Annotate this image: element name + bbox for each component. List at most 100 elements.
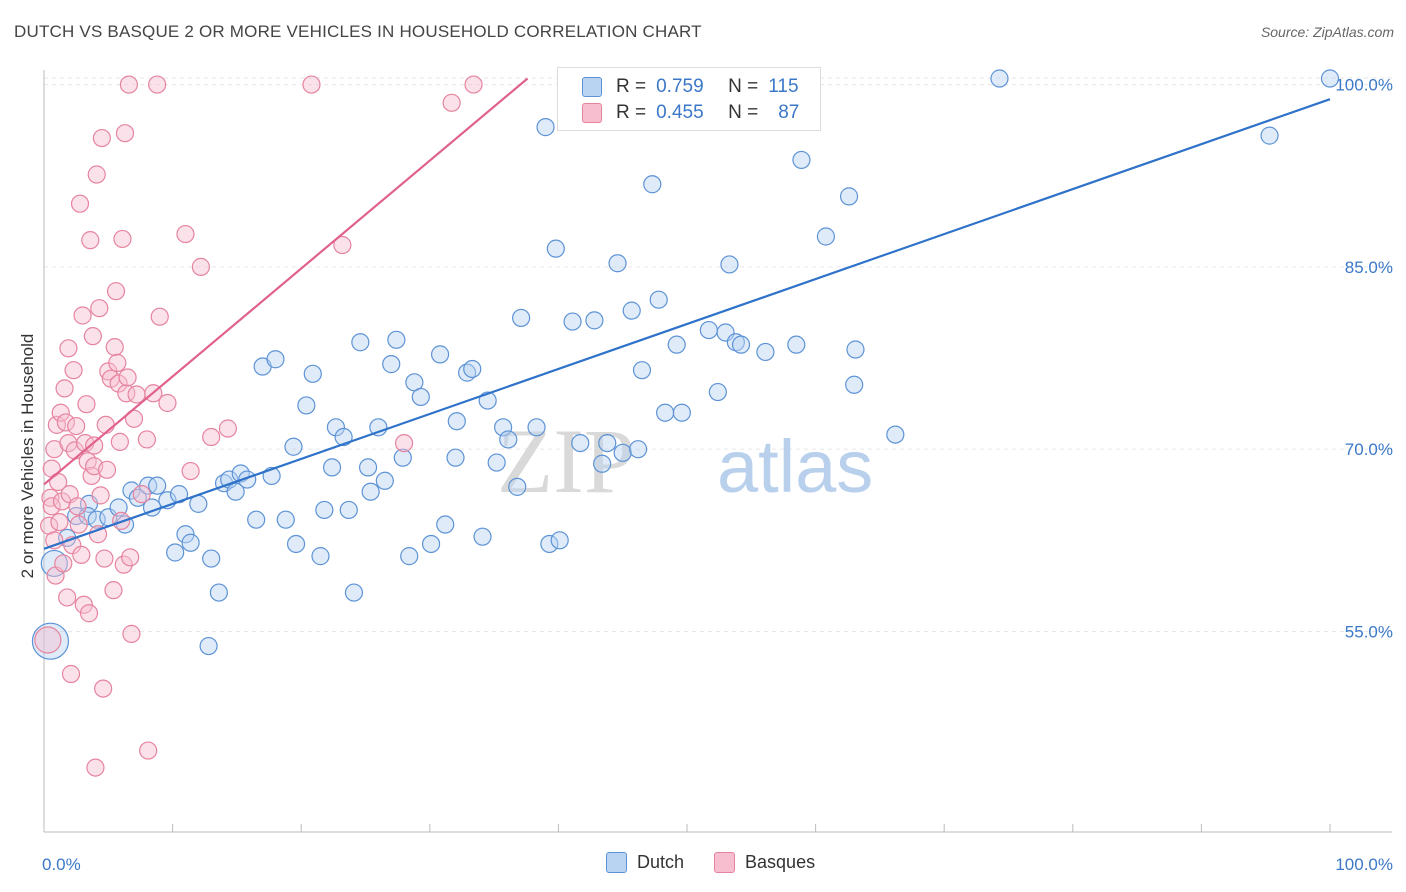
dutch-point <box>209 583 228 602</box>
basques-point <box>95 549 114 568</box>
dutch-point <box>787 335 806 354</box>
dutch-point <box>463 359 482 379</box>
axes <box>43 70 1392 833</box>
basques-point <box>61 664 81 684</box>
basques-point <box>88 525 108 544</box>
dutch-point <box>598 434 617 453</box>
dutch-point <box>334 427 353 447</box>
legend-item-dutch[interactable]: Dutch <box>606 852 684 873</box>
basques-trend-line <box>43 77 529 486</box>
basques-point <box>158 393 177 413</box>
basques-point <box>118 368 137 387</box>
trend-lines <box>43 77 1331 550</box>
dutch-point <box>571 434 590 453</box>
basques-point <box>77 395 96 414</box>
basques-point <box>96 415 115 434</box>
dutch-point <box>247 510 266 529</box>
basques-point <box>50 512 69 532</box>
series-legend: Dutch Basques <box>606 852 845 873</box>
y-tick-labels: 55.0% 70.0% 85.0% 100.0% <box>1335 76 1393 642</box>
dutch-point <box>508 477 527 496</box>
dutch-point <box>393 448 412 467</box>
dutch-point <box>839 187 859 206</box>
basques-point <box>56 413 75 432</box>
basques-point <box>73 306 92 325</box>
dutch-point <box>473 527 492 546</box>
dutch-point <box>756 342 775 362</box>
watermark-zip: ZIP <box>497 410 635 512</box>
basques-n-label: N = <box>728 102 759 123</box>
dutch-point <box>344 583 364 602</box>
basques-point <box>150 307 169 326</box>
y-tick-label: 100.0% <box>1335 76 1393 95</box>
legend-item-basques[interactable]: Basques <box>714 852 815 873</box>
dutch-point <box>816 227 835 246</box>
basques-point <box>54 554 73 573</box>
dutch-swatch <box>582 77 602 97</box>
basques-point <box>119 75 138 94</box>
dutch-point <box>720 255 739 274</box>
dutch-point <box>199 636 218 656</box>
basques-point <box>139 741 158 760</box>
dutch-point <box>202 549 221 568</box>
dutch-point <box>361 482 380 501</box>
dutch-point <box>31 622 70 660</box>
dutch-point <box>447 412 466 431</box>
basques-point <box>94 679 113 698</box>
dutch-point <box>226 482 245 501</box>
basques-point <box>74 595 93 614</box>
dutch-point <box>886 425 905 444</box>
dutch-point <box>122 481 141 500</box>
basques-point <box>83 327 102 346</box>
stats-legend: R = 0.759 N = 115 R = 0.455 N = 87 <box>557 67 821 131</box>
dutch-r-value: 0.759 <box>656 76 704 97</box>
dutch-point <box>699 320 718 340</box>
basques-point <box>181 461 200 481</box>
basques-point <box>86 758 105 777</box>
dutch-point <box>708 382 727 402</box>
x-tick-label-end: 100.0% <box>1335 855 1393 874</box>
basques-point <box>91 486 110 505</box>
basques-point <box>302 75 321 94</box>
basques-point <box>70 194 90 213</box>
basques-point <box>104 581 123 600</box>
basques-point <box>108 353 127 372</box>
dutch-point <box>358 458 378 477</box>
basques-swatch <box>582 103 602 123</box>
basques-point <box>202 427 221 447</box>
dutch-point <box>446 448 465 467</box>
legend-row-basques: R = 0.455 N = 87 <box>582 101 799 125</box>
basques-point <box>90 299 109 318</box>
watermark-atlas: atlas <box>717 425 873 508</box>
basques-point <box>105 337 124 357</box>
dutch-point <box>536 118 555 137</box>
dutch-point <box>550 531 569 550</box>
dutch-point <box>1260 126 1279 145</box>
y-tick-label: 55.0% <box>1345 622 1393 641</box>
chart-title: DUTCH VS BASQUE 2 OR MORE VEHICLES IN HO… <box>14 22 702 41</box>
dutch-point <box>608 254 627 273</box>
dutch-point <box>846 340 865 359</box>
dutch-point <box>622 301 641 320</box>
dutch-point <box>436 515 455 534</box>
basques-point <box>442 93 461 112</box>
basques-point <box>34 626 62 654</box>
basques-point <box>121 548 140 567</box>
legend-row-dutch: R = 0.759 N = 115 <box>582 75 799 99</box>
basques-point <box>218 419 237 438</box>
dutch-point <box>411 387 430 407</box>
basques-point <box>58 588 77 607</box>
dutch-point <box>286 534 306 554</box>
source-label: Source: ZipAtlas.com <box>1260 24 1394 40</box>
y-tick-label: 85.0% <box>1345 258 1393 277</box>
dutch-point <box>87 510 106 529</box>
dutch-points <box>31 69 1340 660</box>
dutch-point <box>326 418 346 437</box>
basques-point <box>79 604 99 623</box>
dutch-point <box>632 361 652 380</box>
basques-point <box>85 436 104 455</box>
x-tick-label-start: 0.0% <box>42 855 81 874</box>
dutch-point <box>297 396 316 415</box>
dutch-point <box>430 345 450 364</box>
